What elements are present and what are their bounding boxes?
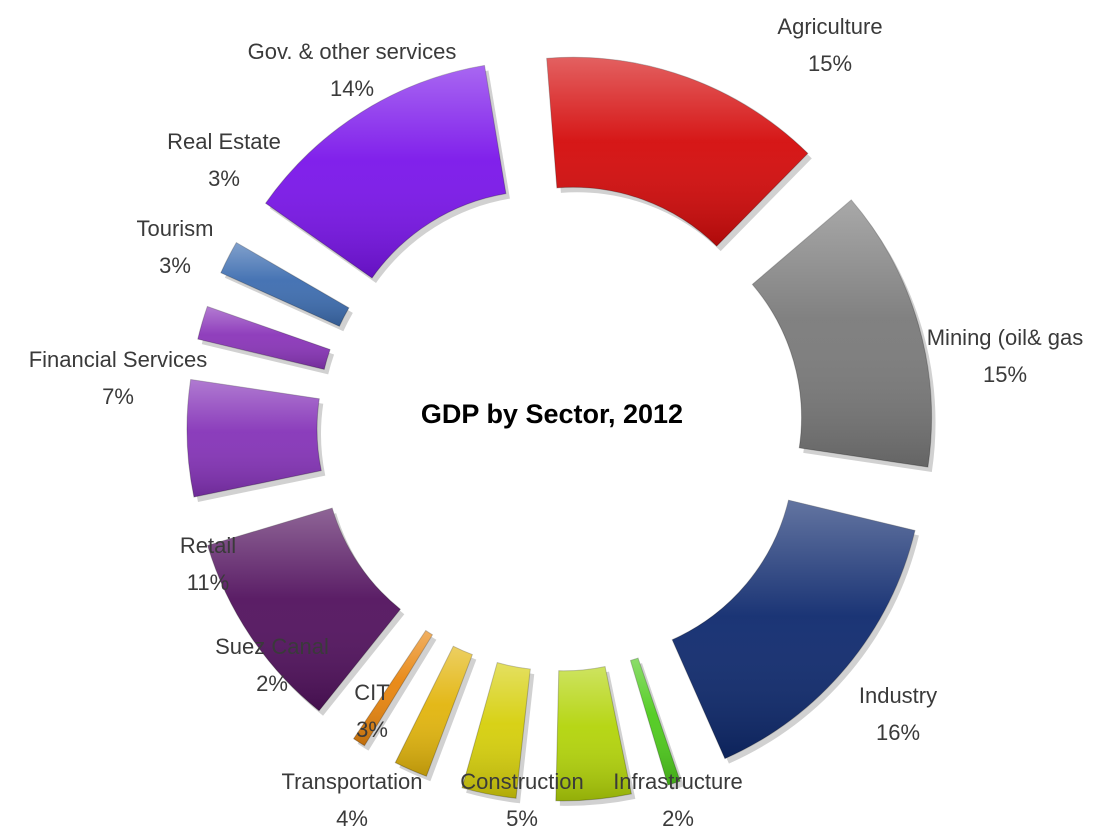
- slice-label-infrastructure: Infrastructure: [613, 769, 743, 794]
- slice-labels: Agriculture 15% Mining (oil& gas 15% Industr…: [29, 14, 1084, 828]
- slice-value-agriculture: 15%: [808, 51, 852, 76]
- slice-label-industry: Industry: [859, 683, 937, 708]
- slice-highlight-construction: [555, 666, 632, 801]
- slice-highlight-real-estate: [220, 242, 349, 327]
- slice-label-agriculture: Agriculture: [777, 14, 882, 39]
- slice-label-suez-canal: Suez Canal: [215, 634, 329, 659]
- slice-value-real-estate: 3%: [208, 166, 240, 191]
- slice-value-tourism: 3%: [159, 253, 191, 278]
- slice-label-retail: Retail: [180, 533, 236, 558]
- slice-label-construction: Construction: [460, 769, 584, 794]
- slice-highlight-infrastructure: [630, 658, 681, 786]
- slice-label-tourism: Tourism: [136, 216, 213, 241]
- slice-value-industry: 16%: [876, 720, 920, 745]
- slice-highlight-industry: [672, 500, 915, 759]
- slice-highlight-suez-canal: [353, 630, 433, 746]
- slice-highlight-retail: [207, 508, 401, 711]
- slice-value-infrastructure: 2%: [662, 806, 694, 828]
- slice-highlight-tourism: [197, 306, 331, 370]
- slice-highlight-agriculture: [546, 57, 808, 247]
- slice-label-cit: CIT: [354, 680, 389, 705]
- slice-value-construction: 5%: [506, 806, 538, 828]
- slice-label-real-estate: Real Estate: [167, 129, 281, 154]
- slice-highlight-transportation: [462, 662, 531, 799]
- chart-title: GDP by Sector, 2012: [421, 399, 683, 429]
- slice-label-transportation: Transportation: [281, 769, 422, 794]
- slice-value-retail: 11%: [187, 570, 229, 595]
- slice-value-financial-services: 7%: [102, 384, 134, 409]
- slice-value-transportation: 4%: [336, 806, 368, 828]
- donut-slices: [186, 56, 936, 806]
- slice-highlight-cit: [395, 646, 473, 777]
- slice-highlight-financial-services: [187, 379, 322, 497]
- slice-label-gov-other-services: Gov. & other services: [248, 39, 457, 64]
- slice-value-gov-other-services: 14%: [330, 76, 374, 101]
- slice-value-suez-canal: 2%: [256, 671, 288, 696]
- slice-value-mining-oil-gas: 15%: [983, 362, 1027, 387]
- slice-label-mining-oil-gas: Mining (oil& gas: [927, 325, 1084, 350]
- slice-highlight-mining-oil-gas: [752, 199, 932, 468]
- slice-label-financial-services: Financial Services: [29, 347, 208, 372]
- slice-highlight-gov-other-services: [265, 65, 506, 278]
- slice-value-cit: 3%: [356, 717, 388, 742]
